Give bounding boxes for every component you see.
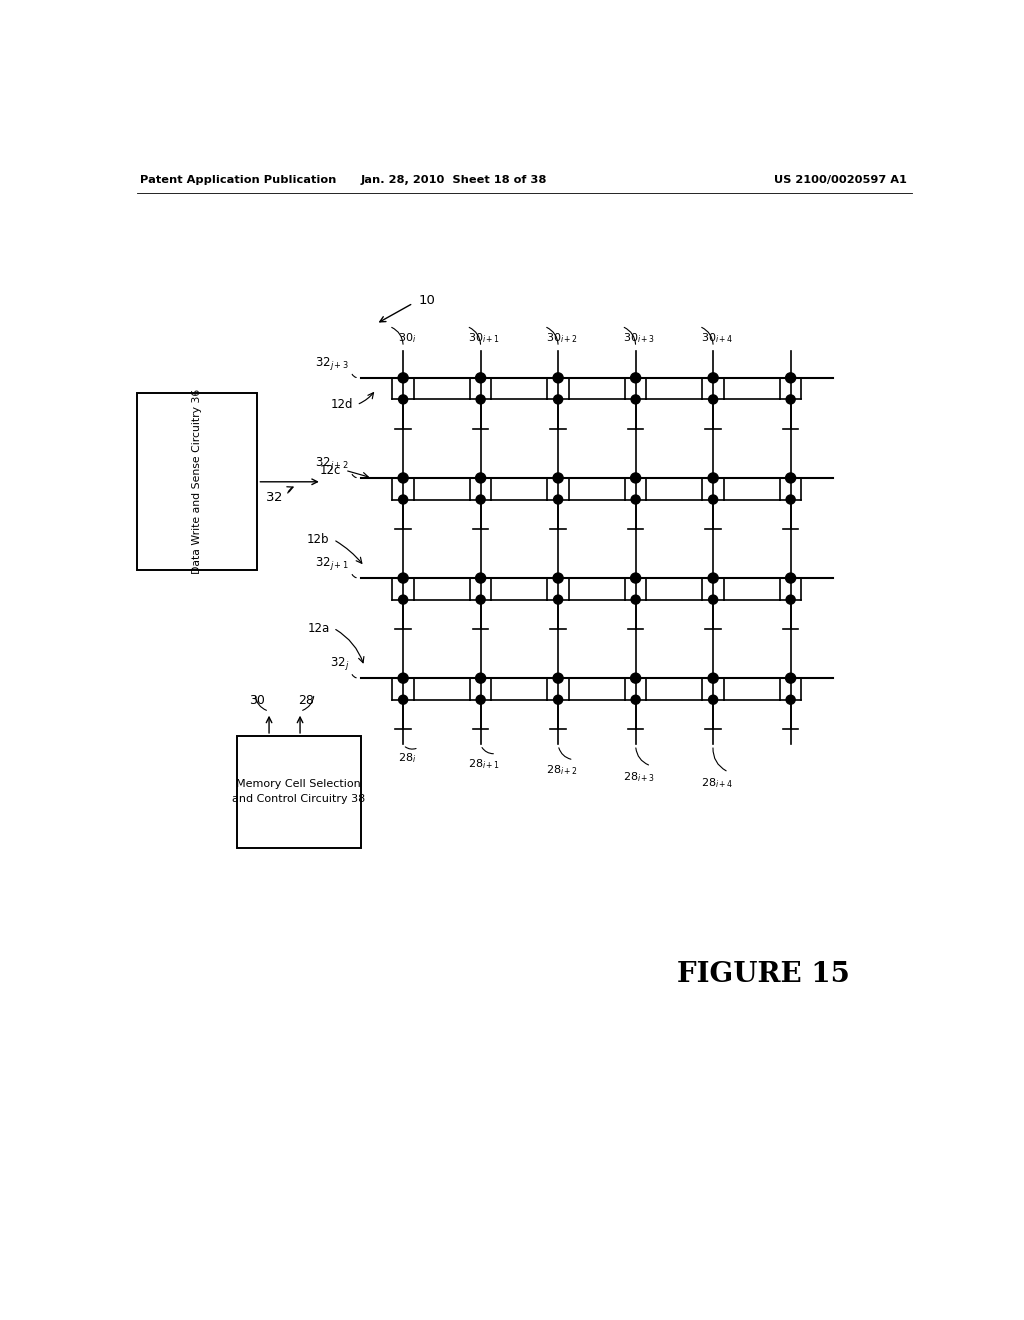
Circle shape [631,696,640,704]
Circle shape [631,372,641,383]
Circle shape [398,372,409,383]
Text: $28_{i+1}$: $28_{i+1}$ [468,758,501,771]
Text: 12b: 12b [307,533,330,546]
Circle shape [398,595,408,605]
Circle shape [786,696,796,704]
Circle shape [554,595,562,605]
Text: 12a: 12a [307,622,330,635]
Circle shape [708,473,718,483]
Circle shape [631,573,641,583]
Text: Memory Cell Selection
and Control Circuitry 38: Memory Cell Selection and Control Circui… [231,779,366,804]
Circle shape [475,673,485,684]
Circle shape [476,495,485,504]
Circle shape [708,573,718,583]
Text: $28_{i+3}$: $28_{i+3}$ [624,770,655,784]
Circle shape [398,696,408,704]
Circle shape [476,595,485,605]
Circle shape [631,395,640,404]
Text: 12c: 12c [319,463,341,477]
Circle shape [785,473,796,483]
Circle shape [708,372,718,383]
Circle shape [631,495,640,504]
Text: Data Write and Sense Circuitry 36: Data Write and Sense Circuitry 36 [193,389,203,574]
Circle shape [631,673,641,684]
Circle shape [786,495,796,504]
Text: Patent Application Publication: Patent Application Publication [139,176,336,185]
Circle shape [398,573,409,583]
Text: $32_j$: $32_j$ [330,655,349,672]
Text: 28: 28 [298,693,314,706]
Text: $28_{i+4}$: $28_{i+4}$ [700,776,733,789]
Circle shape [398,495,408,504]
Circle shape [709,696,718,704]
Text: $32$: $32$ [265,491,283,504]
Circle shape [554,395,562,404]
Circle shape [553,673,563,684]
FancyBboxPatch shape [137,393,257,570]
Text: $30_{i+4}$: $30_{i+4}$ [700,331,733,345]
Circle shape [708,673,718,684]
Circle shape [785,673,796,684]
Circle shape [398,673,409,684]
Circle shape [398,473,409,483]
Text: $30_i$: $30_i$ [397,331,416,345]
Circle shape [631,473,641,483]
Circle shape [785,372,796,383]
Text: $32_{j+3}$: $32_{j+3}$ [315,355,349,372]
Text: $30_{i+2}$: $30_{i+2}$ [546,331,579,345]
Circle shape [398,395,408,404]
Circle shape [709,495,718,504]
Text: $28_{i+2}$: $28_{i+2}$ [546,763,579,777]
Text: FIGURE 15: FIGURE 15 [677,961,850,989]
Text: $32_{j+2}$: $32_{j+2}$ [315,455,349,471]
Circle shape [786,395,796,404]
Circle shape [476,696,485,704]
Text: US 2100/0020597 A1: US 2100/0020597 A1 [774,176,907,185]
Circle shape [475,573,485,583]
FancyBboxPatch shape [237,737,360,847]
Circle shape [554,495,562,504]
Text: $32_{j+1}$: $32_{j+1}$ [315,554,349,572]
Text: 12d: 12d [331,399,352,412]
Text: 10: 10 [419,294,435,308]
Circle shape [554,696,562,704]
Circle shape [475,372,485,383]
Text: Jan. 28, 2010  Sheet 18 of 38: Jan. 28, 2010 Sheet 18 of 38 [360,176,547,185]
Circle shape [785,573,796,583]
Circle shape [709,395,718,404]
Circle shape [553,372,563,383]
Circle shape [786,595,796,605]
Text: 30: 30 [249,693,265,706]
Circle shape [631,595,640,605]
Circle shape [476,395,485,404]
Circle shape [709,595,718,605]
Text: $30_{i+3}$: $30_{i+3}$ [624,331,655,345]
Circle shape [475,473,485,483]
Circle shape [553,473,563,483]
Text: $30_{i+1}$: $30_{i+1}$ [468,331,501,345]
Text: $28_i$: $28_i$ [397,751,416,766]
Circle shape [553,573,563,583]
